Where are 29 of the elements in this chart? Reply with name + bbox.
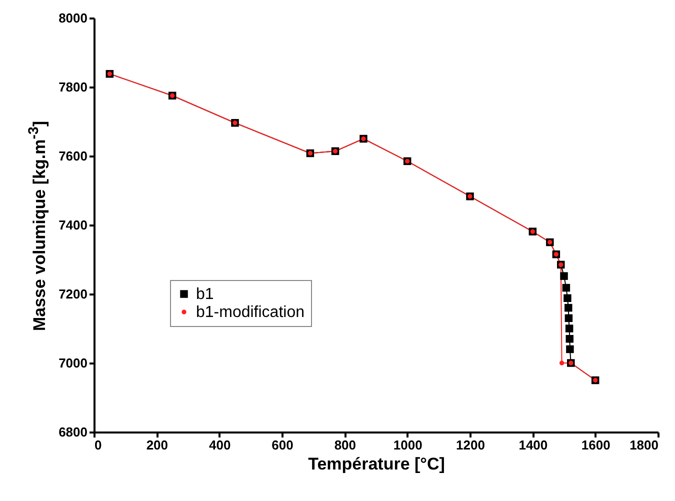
y-tick-label: 7000: [58, 356, 88, 370]
point: [566, 345, 574, 354]
point: [565, 324, 574, 332]
x-axis-title: Température [°C]: [308, 454, 445, 474]
point: [564, 294, 572, 302]
y-tick-label: 8000: [58, 10, 88, 26]
x-tick-label: 1400: [518, 438, 548, 452]
x-tick-label: 1200: [456, 438, 485, 452]
point: [566, 334, 574, 343]
y-tick-label: 7600: [58, 148, 88, 164]
x-tick-label: 800: [334, 438, 356, 452]
x-tick-label: 1000: [393, 438, 422, 452]
x-tick-label: 1600: [581, 438, 610, 452]
legend-label: b1-modification: [196, 304, 304, 321]
x-tick-label: 0: [94, 438, 102, 452]
x-tick-label: 600: [272, 438, 294, 452]
legend-label: b1: [196, 286, 214, 303]
y-tick-label: 7400: [58, 218, 88, 232]
point: [562, 284, 570, 292]
point: [559, 360, 564, 366]
point: [564, 314, 573, 322]
x-tick-label: 400: [208, 438, 231, 452]
y-tick-label: 7800: [58, 80, 88, 94]
y-tick-label: 7200: [58, 286, 88, 302]
x-tick-label: 1800: [630, 438, 658, 452]
point: [560, 272, 568, 280]
point: [564, 304, 572, 312]
x-tick-label: 200: [146, 438, 168, 452]
y-tick-label: 6800: [58, 424, 88, 440]
